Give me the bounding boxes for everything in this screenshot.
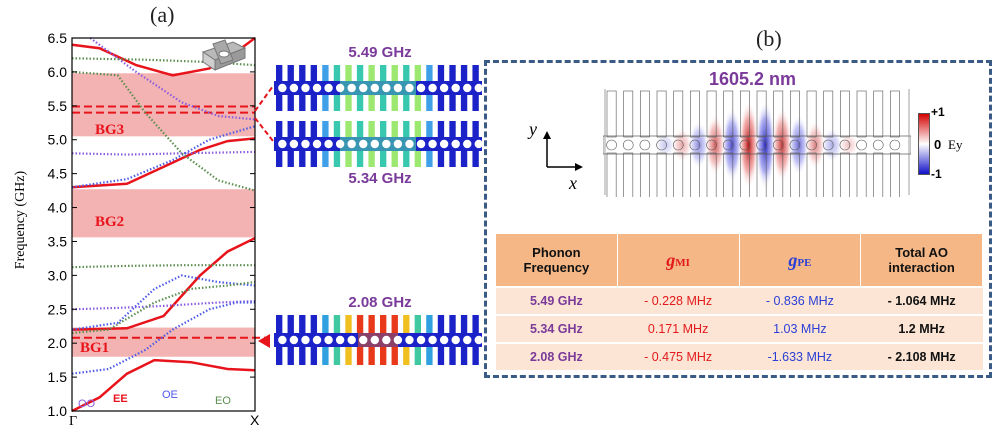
optical-field-map — [603, 89, 911, 197]
bandgap-bg2 — [72, 189, 255, 238]
colorbar-mid: 0 — [934, 137, 942, 152]
bandgap-bg3 — [72, 73, 255, 137]
legend-eo: EO — [215, 395, 231, 407]
colorbar-bottom: -1 — [931, 167, 942, 181]
row-frequency: 5.34 GHz — [495, 314, 618, 344]
mode-208-label: 2.08 GHz — [348, 294, 412, 311]
mode-549-label: 5.49 GHz — [348, 44, 412, 61]
y-tick-label: 3.5 — [48, 233, 68, 249]
axis-y-label: y — [529, 119, 537, 139]
dispersion-curve-ee — [71, 358, 256, 413]
row-g-mi: - 0.475 MHz — [617, 342, 739, 372]
row-total: - 1.064 MHz — [860, 286, 983, 316]
wavelength-label: 1605.2 nm — [709, 69, 797, 89]
bandgap-bg1 — [72, 327, 255, 357]
axis-x-label: x — [569, 173, 577, 193]
dispersion-curve-oe — [71, 301, 255, 375]
optical-mode-panel: 1605.2 nm y x +1 0 Ey -1 — [484, 60, 992, 378]
ao-interaction-table: Phonon Frequency gMI gPE Total AO interact… — [495, 233, 983, 372]
x-tick-gamma: Γ — [69, 414, 78, 429]
panel-a-label: (a) — [150, 2, 175, 27]
y-tick-label: 6.5 — [48, 30, 68, 46]
dispersion-curve-oo — [71, 300, 256, 311]
unit-cell-icon — [201, 39, 247, 71]
colorbar-top: +1 — [931, 105, 945, 119]
y-tick-label: 3.0 — [48, 267, 68, 283]
bg2-label: BG2 — [95, 214, 125, 230]
mode-534-label: 5.34 GHz — [348, 170, 412, 187]
connector-549 — [254, 85, 274, 112]
dispersion-curve-oe — [71, 125, 256, 189]
y-tick-label: 5.0 — [48, 132, 68, 148]
row-g-mi: - 0.228 MHz — [617, 286, 739, 316]
connector-534 — [254, 117, 274, 142]
colorbar — [918, 113, 930, 175]
bg1-label: BG1 — [80, 340, 110, 356]
dispersion-curve-ee — [71, 137, 256, 189]
table-row: 2.08 GHz - 0.475 MHz -1.633 MHz - 2.108 … — [495, 342, 983, 372]
row-g-mi: 0.171 MHz — [617, 314, 739, 344]
y-tick-label: 2.5 — [48, 301, 68, 317]
y-tick-label: 4.0 — [48, 200, 68, 216]
row-total: - 2.108 MHz — [860, 342, 983, 372]
dispersion-curve-oe — [71, 274, 256, 331]
dispersion-curve-eo — [71, 264, 255, 269]
dispersion-curve-ee — [71, 236, 256, 331]
panel-b-label: (b) — [756, 26, 782, 51]
colorbar-field: Ey — [948, 137, 963, 152]
arrow-208 — [258, 334, 270, 348]
y-tick-label: 2.0 — [48, 335, 68, 351]
legend-oo: OO — [78, 398, 96, 410]
mode-549-image — [274, 65, 482, 111]
dispersion-curve-eo — [71, 70, 256, 192]
row-frequency: 2.08 GHz — [495, 342, 618, 372]
mode-534-image — [274, 121, 482, 167]
dispersion-curve-oo — [71, 150, 256, 156]
plot-frame — [71, 37, 256, 412]
x-tick-x: X — [250, 412, 260, 428]
header-g-pe: gPE — [738, 233, 862, 288]
y-tick-label: 5.5 — [48, 98, 68, 114]
bg3-label: BG3 — [95, 122, 125, 138]
row-g-pe: -1.633 MHz — [739, 342, 861, 372]
y-tick-label: 6.0 — [48, 64, 68, 80]
xy-axes-icon — [543, 131, 583, 171]
row-g-pe: 1.03 MHz — [739, 314, 861, 344]
row-g-pe: - 0.836 MHz — [739, 286, 861, 316]
dispersion-curve-eo — [71, 281, 256, 335]
table-row: 5.49 GHz - 0.228 MHz - 0.836 MHz - 1.064… — [495, 286, 983, 316]
mode-208-image — [274, 315, 482, 365]
y-tick-label: 4.5 — [48, 166, 68, 182]
legend-oe: OE — [162, 389, 178, 401]
row-total: 1.2 MHz — [860, 314, 983, 344]
legend-ee: EE — [113, 393, 128, 405]
row-frequency: 5.49 GHz — [495, 286, 618, 316]
table-row: 5.34 GHz 0.171 MHz 1.03 MHz 1.2 MHz — [495, 314, 983, 344]
header-total-ao: Total AO interaction — [860, 233, 983, 288]
y-tick-label: 1.5 — [48, 369, 68, 385]
header-phonon-frequency: Phonon Frequency — [495, 233, 618, 288]
y-tick-label: 1.0 — [48, 403, 68, 419]
table-header-row: Phonon Frequency gMI gPE Total AO interact… — [495, 233, 983, 288]
header-g-mi: gMI — [616, 233, 740, 288]
